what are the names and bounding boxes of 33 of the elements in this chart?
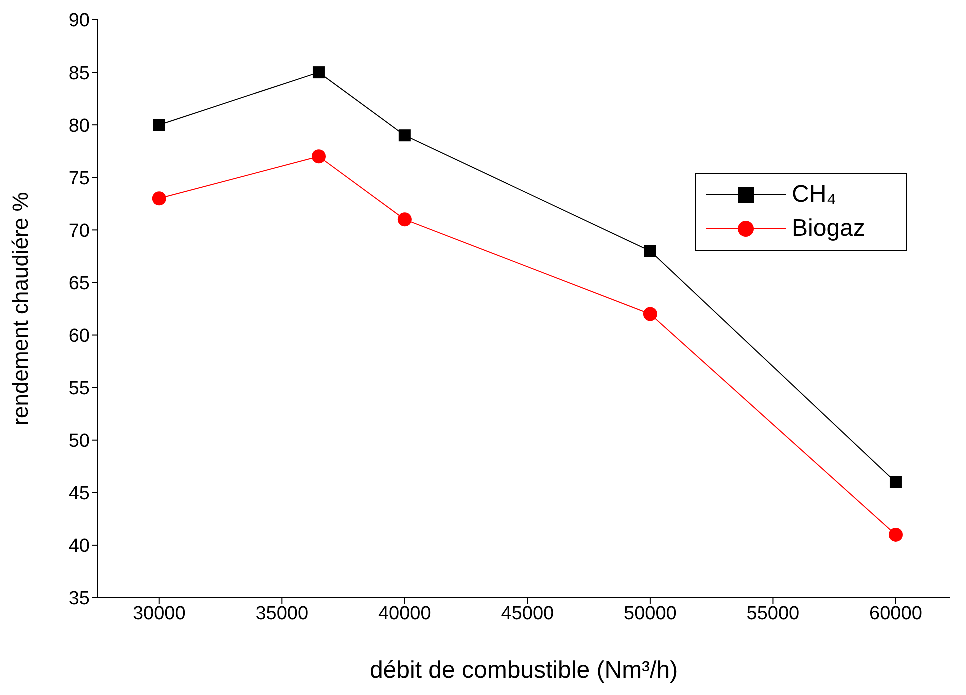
x-axis-title: débit de combustible (Nm³/h) [370,657,678,684]
y-tick-label: 50 [68,431,90,452]
legend-label: CH₄ [792,181,836,209]
x-tick-label: 60000 [870,603,922,624]
y-tick-label: 75 [68,168,90,190]
x-tick-label: 45000 [501,603,554,624]
y-tick-label: 80 [68,116,90,137]
point [153,119,166,132]
y-tick-label: 55 [68,378,90,400]
point [152,192,166,206]
y-tick-label: 70 [68,220,90,242]
x-tick-label: 40000 [378,603,432,624]
x-tick-label: 35000 [256,603,309,624]
y-tick-label: 35 [68,588,90,610]
y-tick-label: 65 [68,273,90,294]
point [890,476,902,488]
point [312,150,326,164]
point [888,528,903,542]
y-tick-label: 40 [68,536,90,558]
point [644,245,656,258]
y-tick-label: 90 [68,10,90,32]
x-tick-label: 55000 [746,603,800,624]
point [398,130,411,142]
y-tick-label: 60 [68,326,90,348]
y-axis-title: rendement chaudiére % [8,192,33,426]
x-tick-label: 30000 [132,603,186,624]
point [312,66,325,79]
x-tick-label: 50000 [624,603,677,624]
legend-label: Biogaz [792,215,866,243]
point [398,212,412,227]
y-tick-label: 85 [68,63,90,84]
point [643,307,658,322]
y-tick-label: 45 [68,484,90,505]
